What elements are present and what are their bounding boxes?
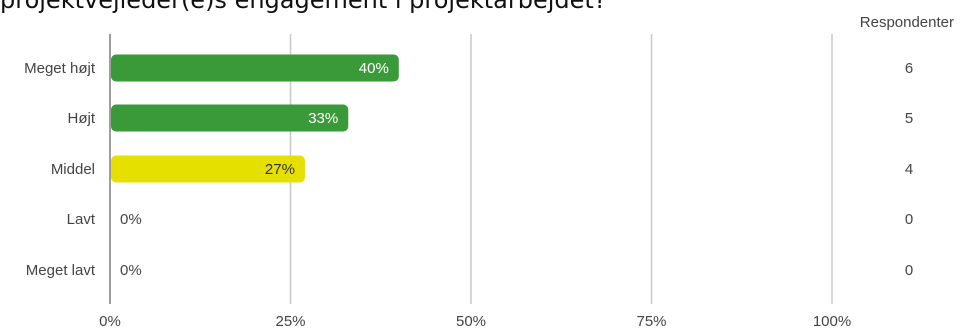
value-label: 0% [120,211,142,228]
value-label: 33% [308,110,338,127]
x-tick-label: 75% [636,313,666,330]
category-label: Meget højt [24,60,96,77]
respondent-count: 4 [905,161,913,178]
value-label: 40% [359,60,389,77]
value-label: 27% [265,161,295,178]
x-tick-label: 50% [456,313,486,330]
x-tick-label: 100% [813,313,851,330]
bar [111,155,305,183]
category-label: Højt [68,110,96,127]
respondent-count: 0 [905,262,913,279]
category-label: Meget lavt [26,262,96,279]
bar [111,104,349,132]
respondent-count: 0 [905,211,913,228]
x-tick-label: 25% [275,313,305,330]
category-label: Middel [51,161,95,178]
chart-title: projektvejleder(e)s engagement i projekt… [0,0,607,14]
category-label: Lavt [67,211,96,228]
respondent-count: 6 [905,60,913,77]
value-label: 0% [120,262,142,279]
bar [111,54,399,82]
respondent-count: 5 [905,110,913,127]
respondents-header: Respondenter [859,14,954,31]
x-tick-label: 0% [99,313,121,330]
